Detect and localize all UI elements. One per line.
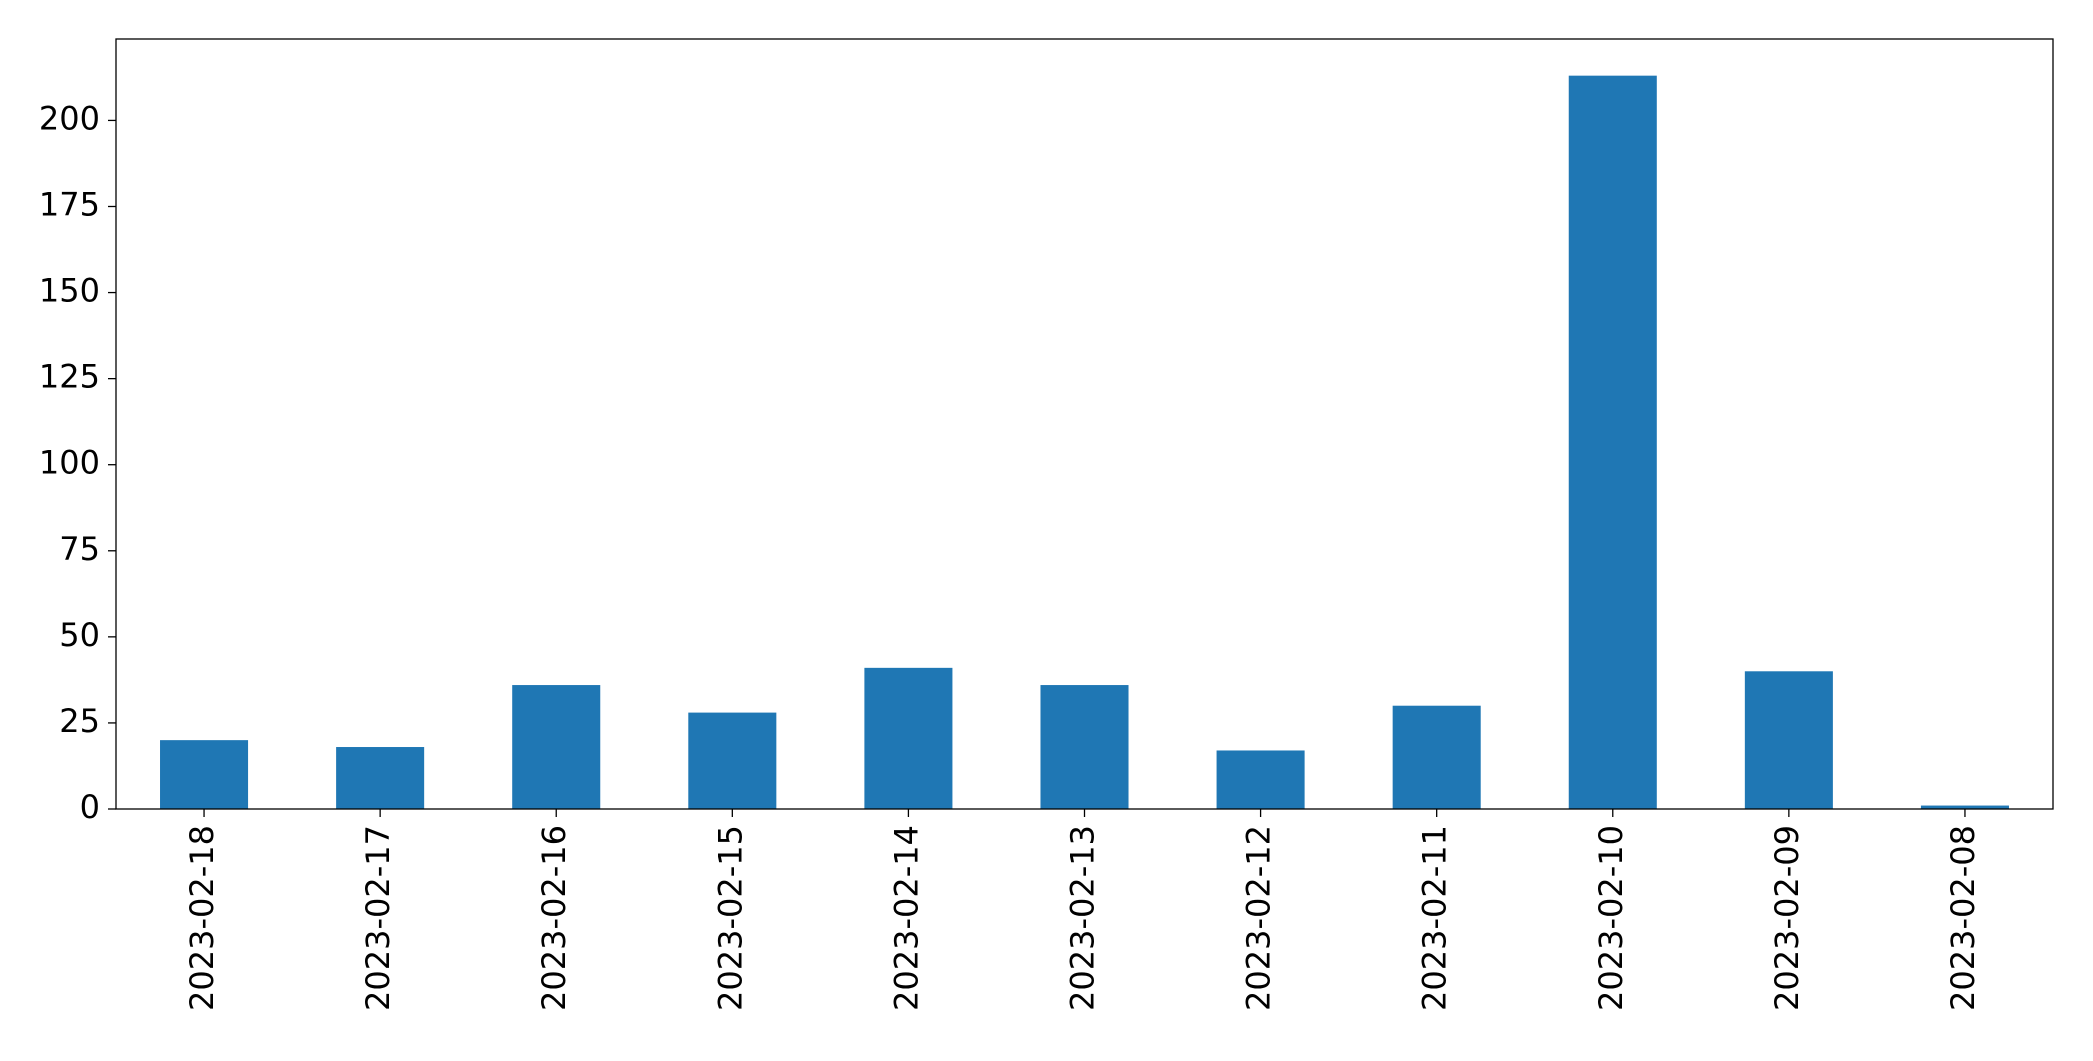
x-tick-label: 2023-02-17	[359, 825, 397, 1011]
y-tick-label: 25	[59, 702, 100, 740]
y-tick-label: 75	[59, 530, 100, 568]
bar	[336, 747, 425, 809]
bar	[1568, 75, 1657, 809]
bar	[688, 712, 777, 809]
y-tick-label: 0	[80, 788, 100, 826]
bar	[1216, 750, 1305, 809]
bar	[1392, 705, 1481, 809]
y-tick-label: 200	[39, 99, 100, 137]
bar	[864, 667, 953, 809]
y-tick-label: 150	[39, 272, 100, 310]
x-tick-label: 2023-02-15	[711, 825, 749, 1011]
x-tick-label: 2023-02-09	[1768, 825, 1806, 1011]
bar	[512, 685, 601, 809]
x-tick-label: 2023-02-08	[1944, 825, 1982, 1011]
y-tick-label: 100	[39, 444, 100, 482]
x-tick-label: 2023-02-11	[1416, 825, 1454, 1011]
x-tick-label: 2023-02-14	[887, 825, 925, 1011]
bar	[1920, 805, 2009, 809]
x-tick-label: 2023-02-10	[1592, 825, 1630, 1011]
y-tick-label: 50	[59, 616, 100, 654]
x-tick-label: 2023-02-13	[1064, 825, 1102, 1011]
bar	[1040, 685, 1129, 809]
x-tick-label: 2023-02-16	[535, 825, 573, 1011]
y-tick-label: 125	[39, 358, 100, 396]
x-tick-label: 2023-02-18	[183, 825, 221, 1011]
bar	[1744, 671, 1833, 809]
x-tick-label: 2023-02-12	[1240, 825, 1278, 1011]
bar	[160, 740, 249, 809]
y-tick-label: 175	[39, 185, 100, 223]
